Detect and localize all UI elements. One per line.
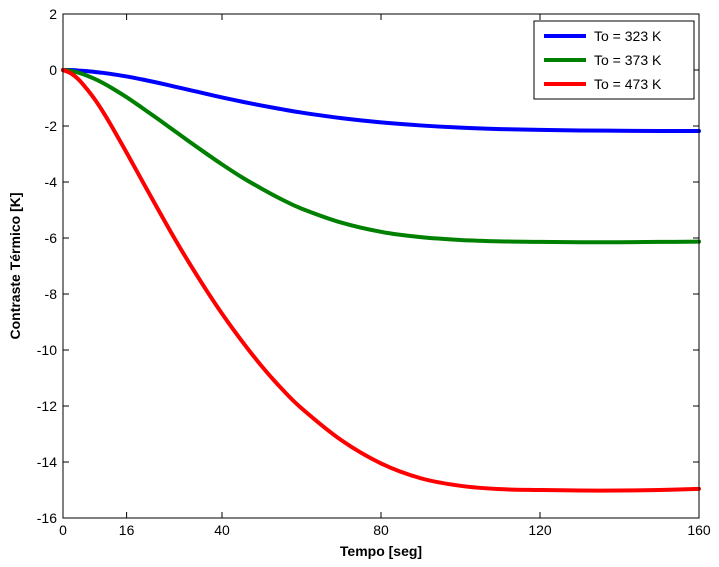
y-tick-label: -16 bbox=[37, 510, 57, 526]
x-tick-label: 16 bbox=[119, 522, 135, 538]
x-tick-label: 80 bbox=[373, 522, 389, 538]
ticks: 0 16 40 80 120 160 2 0 -2 -4 -6 -8 -10 -12 -14 -16 bbox=[37, 6, 711, 538]
y-tick-label: -8 bbox=[45, 286, 58, 302]
plot-frame bbox=[62, 13, 700, 519]
legend-label: To = 373 K bbox=[594, 52, 662, 68]
x-tick-label: 40 bbox=[214, 522, 230, 538]
y-tick-label: -6 bbox=[45, 230, 58, 246]
y-tick-label: -2 bbox=[45, 118, 58, 134]
legend-label: To = 323 K bbox=[594, 28, 662, 44]
x-tick-label: 0 bbox=[59, 522, 67, 538]
x-tick-label: 160 bbox=[687, 522, 711, 538]
x-tick-label: 120 bbox=[528, 522, 552, 538]
y-tick-label: -4 bbox=[45, 174, 58, 190]
y-tick-label: 2 bbox=[49, 6, 57, 22]
legend: To = 323 K To = 373 K To = 473 K bbox=[533, 20, 695, 100]
y-tick-label: -14 bbox=[37, 454, 57, 470]
series-line-1 bbox=[61, 68, 701, 245]
legend-label: To = 473 K bbox=[594, 76, 662, 92]
series-layer bbox=[61, 67, 701, 493]
y-tick-label: 0 bbox=[49, 62, 57, 78]
y-tick-label: -12 bbox=[37, 398, 57, 414]
x-axis-label: Tempo [seg] bbox=[340, 543, 422, 559]
y-axis-label: Contraste Térmico [K] bbox=[7, 192, 23, 339]
series-line-2 bbox=[61, 68, 701, 493]
series-line-0 bbox=[61, 67, 701, 134]
y-tick-label: -10 bbox=[37, 342, 57, 358]
